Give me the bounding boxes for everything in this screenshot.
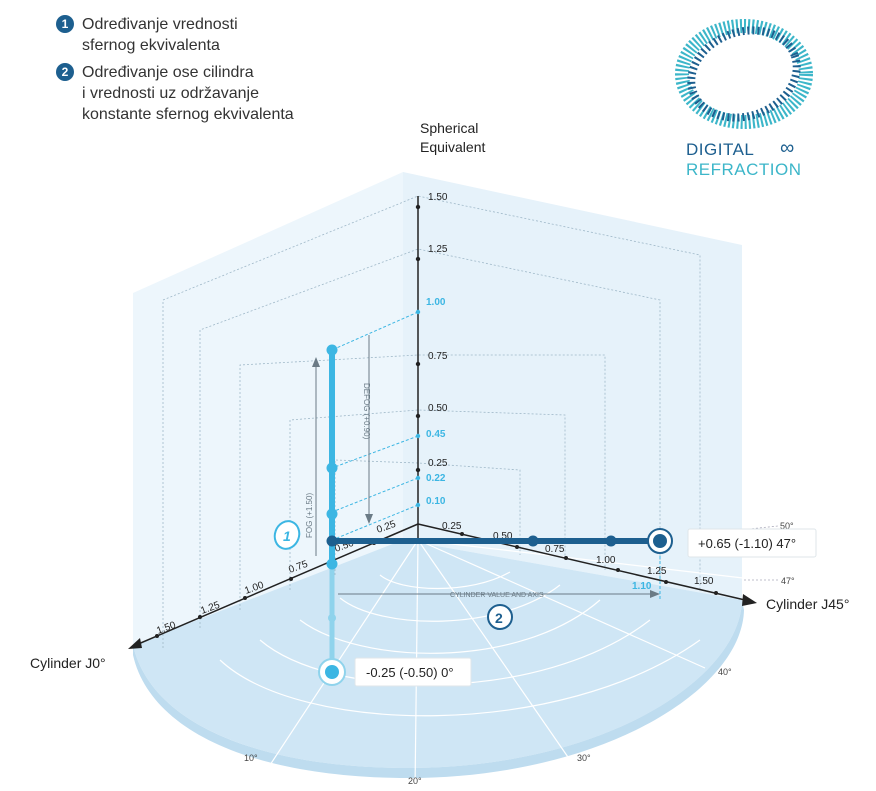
vertical-ticks: 1.50 1.25 0.75 0.50 0.25 (415, 192, 448, 473)
svg-text:0.25: 0.25 (442, 521, 462, 532)
path-point-top (326, 344, 338, 356)
path-point (605, 535, 617, 547)
svg-text:20°: 20° (408, 776, 422, 786)
result-target-bottom-dot (325, 665, 339, 679)
svg-text:0.50: 0.50 (493, 531, 513, 542)
legend-item-2: 2 Određivanje ose cilindra i vrednosti u… (56, 62, 294, 125)
left-axis-arrow-icon (128, 638, 142, 649)
legend-number-badge: 2 (56, 63, 74, 81)
step-marker-1-label: 1 (283, 528, 291, 544)
result-label-right-box (687, 528, 817, 558)
right-cyan-tick: 1.10 (632, 581, 652, 592)
svg-text:1.25: 1.25 (647, 566, 667, 577)
cylinder-value-label: CYLINDER VALUE AND AXIS (450, 592, 544, 599)
path-point (326, 508, 338, 520)
svg-text:1.50: 1.50 (694, 576, 714, 587)
svg-text:0.45: 0.45 (426, 429, 446, 440)
legend-item-1: 1 Određivanje vrednosti sfernog ekvivale… (56, 14, 294, 56)
svg-text:0.75: 0.75 (545, 544, 565, 555)
vertical-axis-title-line2: Equivalent (420, 139, 485, 155)
vertical-axis-title: Spherical (420, 120, 478, 136)
path-point (326, 462, 338, 474)
svg-text:40°: 40° (718, 667, 732, 677)
result-label-bottom-box (354, 657, 472, 687)
floor (133, 540, 742, 769)
step-marker-2-label: 2 (495, 610, 503, 626)
logo-line1: DIGITAL (686, 140, 755, 159)
ring-logo-icon (675, 19, 813, 129)
degree-labels: 50° 47° 40° 30° 20° 10° (244, 521, 795, 786)
svg-text:30°: 30° (577, 753, 591, 763)
legend-number-badge: 1 (56, 15, 74, 33)
left-axis-title: Cylinder J0° (30, 655, 106, 671)
result-target-right-dot (653, 534, 667, 548)
svg-text:0.50: 0.50 (428, 403, 448, 414)
result-label-bottom: -0.25 (-0.50) 0° (366, 665, 454, 680)
defog-label: DEFOG (+0.90) (362, 383, 371, 440)
step-marker-1 (273, 520, 301, 550)
right-axis-ticks: 0.25 0.50 0.75 1.00 1.25 1.50 (442, 521, 718, 595)
result-label-right: +0.65 (-1.10) 47° (698, 536, 796, 551)
legend-text: Određivanje vrednosti sfernog ekvivalent… (82, 16, 238, 54)
left-wall (133, 172, 403, 645)
svg-text:0.10: 0.10 (426, 496, 446, 507)
path-point (326, 558, 338, 570)
right-wall (403, 172, 742, 600)
svg-text:50°: 50° (780, 521, 794, 531)
infinity-icon: ∞ (780, 137, 795, 159)
defog-arrowhead-icon (365, 514, 373, 524)
fog-arrowhead-icon (312, 357, 320, 367)
legend-text: Određivanje ose cilindra i vrednosti uz … (82, 64, 294, 123)
svg-text:1.25: 1.25 (428, 244, 448, 255)
svg-text:1.50: 1.50 (428, 192, 448, 203)
svg-text:47°: 47° (781, 576, 795, 586)
step-marker-2 (487, 604, 513, 630)
svg-text:0.25: 0.25 (428, 458, 448, 469)
svg-text:10°: 10° (244, 753, 258, 763)
svg-text:0.22: 0.22 (426, 473, 446, 484)
right-axis-title: Cylinder J45° (766, 596, 849, 612)
cylinder-arrowhead-icon (650, 590, 660, 598)
path-point (328, 614, 336, 622)
svg-text:1.00: 1.00 (596, 555, 616, 566)
svg-text:0.75: 0.75 (428, 351, 448, 362)
right-axis-arrow-icon (742, 594, 757, 606)
path-point (326, 535, 338, 547)
left-axis (135, 523, 419, 646)
fog-label: FOG (+1.50) (305, 493, 314, 538)
path-point (527, 535, 539, 547)
right-axis (417, 523, 746, 601)
legend: 1 Određivanje vrednosti sfernog ekvivale… (56, 14, 294, 131)
digital-refraction-logo: DIGITAL ∞ REFRACTION (672, 16, 822, 181)
logo-line2: REFRACTION (686, 160, 802, 179)
svg-text:1.00: 1.00 (426, 297, 446, 308)
floor-grid (219, 539, 761, 791)
